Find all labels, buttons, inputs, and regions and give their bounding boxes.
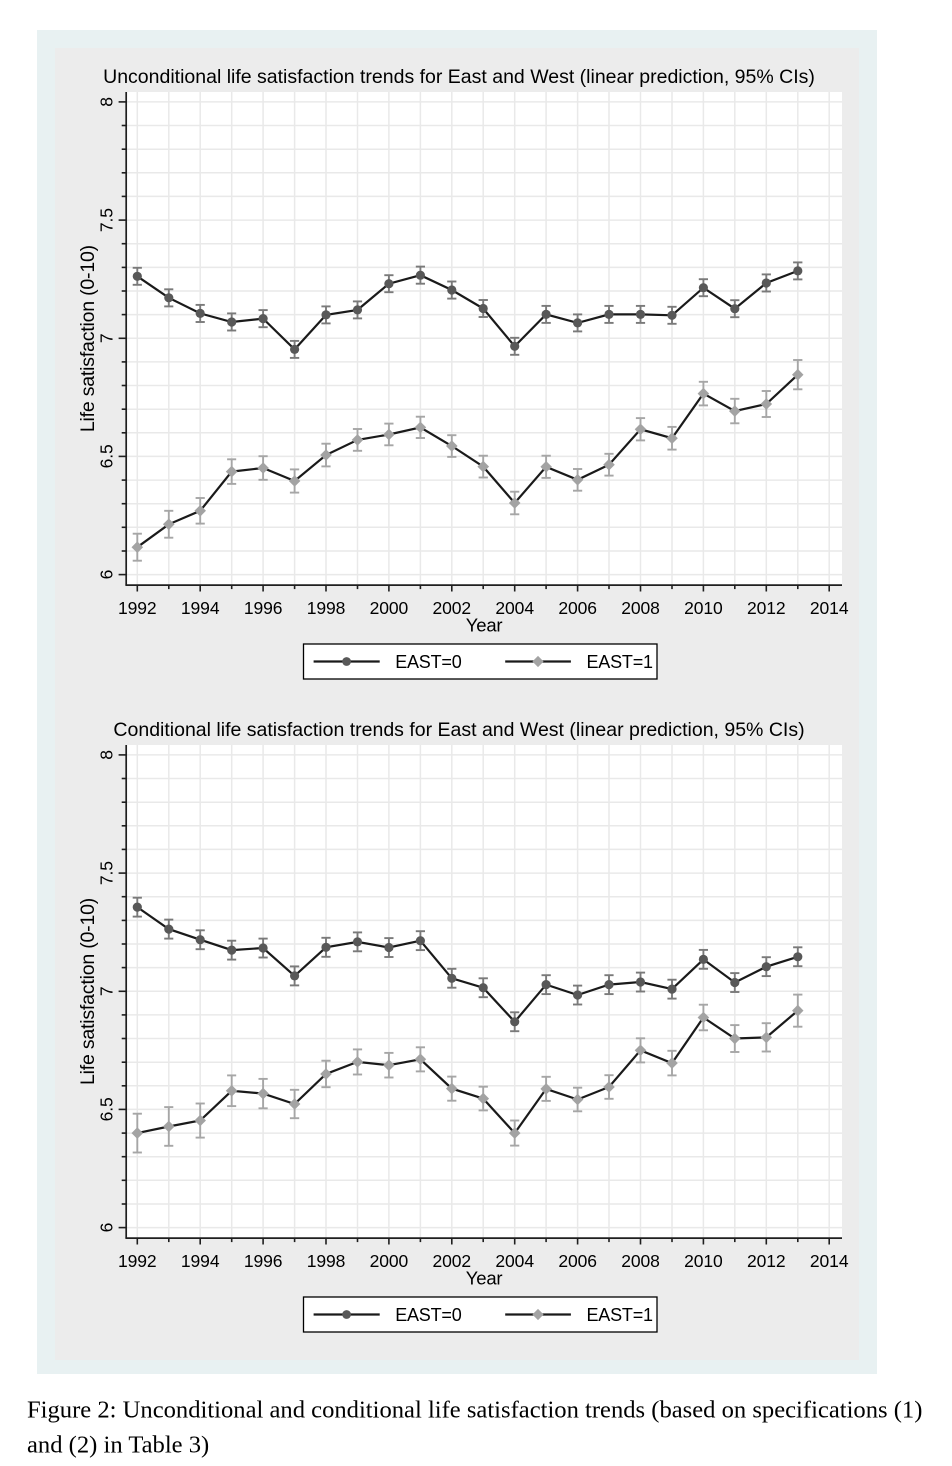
svg-text:7.5: 7.5 <box>97 208 117 232</box>
svg-text:7: 7 <box>97 333 117 343</box>
svg-text:7: 7 <box>97 986 117 996</box>
svg-text:2002: 2002 <box>433 1251 472 1271</box>
svg-text:2008: 2008 <box>621 1251 660 1271</box>
svg-text:Unconditional life satisfactio: Unconditional life satisfaction trends f… <box>103 66 815 88</box>
svg-text:8: 8 <box>97 97 117 107</box>
svg-text:2014: 2014 <box>810 598 849 618</box>
svg-text:2006: 2006 <box>558 598 597 618</box>
svg-text:Life satisfaction (0-10): Life satisfaction (0-10) <box>77 245 99 432</box>
svg-text:1996: 1996 <box>244 1251 283 1271</box>
svg-text:1992: 1992 <box>118 598 157 618</box>
svg-text:and (2) in Table 3): and (2) in Table 3) <box>27 1431 209 1458</box>
svg-text:Conditional life satisfaction: Conditional life satisfaction trends for… <box>113 719 804 741</box>
svg-text:8: 8 <box>97 750 117 760</box>
svg-text:6: 6 <box>97 1223 117 1233</box>
svg-text:1992: 1992 <box>118 1251 157 1271</box>
svg-text:2000: 2000 <box>370 598 409 618</box>
svg-text:2006: 2006 <box>558 1251 597 1271</box>
svg-text:2010: 2010 <box>684 598 723 618</box>
svg-text:2004: 2004 <box>495 598 534 618</box>
svg-text:1994: 1994 <box>181 1251 220 1271</box>
svg-text:2008: 2008 <box>621 598 660 618</box>
svg-text:1998: 1998 <box>307 598 346 618</box>
svg-text:6.5: 6.5 <box>97 1097 117 1121</box>
svg-text:EAST=0: EAST=0 <box>395 1305 462 1325</box>
svg-text:Year: Year <box>466 1267 503 1288</box>
svg-text:2012: 2012 <box>747 598 786 618</box>
svg-text:EAST=0: EAST=0 <box>395 652 462 672</box>
svg-text:2014: 2014 <box>810 1251 849 1271</box>
svg-text:1998: 1998 <box>307 1251 346 1271</box>
svg-text:2000: 2000 <box>370 1251 409 1271</box>
svg-text:7.5: 7.5 <box>97 861 117 885</box>
svg-text:EAST=1: EAST=1 <box>587 1305 654 1325</box>
svg-text:6: 6 <box>97 570 117 580</box>
svg-text:2002: 2002 <box>433 598 472 618</box>
svg-text:2010: 2010 <box>684 1251 723 1271</box>
svg-text:Figure 2: Unconditional and co: Figure 2: Unconditional and conditional … <box>27 1397 922 1424</box>
svg-text:1996: 1996 <box>244 598 283 618</box>
svg-text:Life satisfaction (0-10): Life satisfaction (0-10) <box>77 898 99 1085</box>
svg-text:Year: Year <box>466 614 503 635</box>
svg-text:EAST=1: EAST=1 <box>587 652 654 672</box>
svg-text:6.5: 6.5 <box>97 444 117 468</box>
svg-text:2004: 2004 <box>495 1251 534 1271</box>
svg-text:1994: 1994 <box>181 598 220 618</box>
svg-text:2012: 2012 <box>747 1251 786 1271</box>
